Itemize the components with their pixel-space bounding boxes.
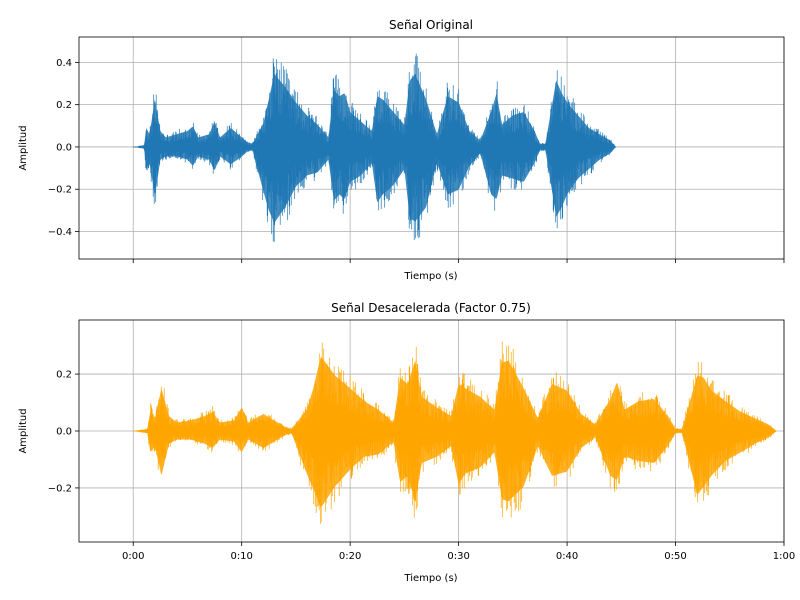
subplot-title: Señal Original — [389, 18, 473, 32]
x-axis-label: Tiempo (s) — [403, 271, 457, 282]
y-tick-label: −0.2 — [48, 185, 72, 196]
waveform — [133, 53, 617, 242]
y-tick-label: −0.2 — [48, 483, 72, 494]
subplot-title: Señal Desacelerada (Factor 0.75) — [331, 301, 531, 315]
y-axis-label: Amplitud — [18, 408, 29, 453]
y-tick-label: 0.4 — [56, 58, 72, 69]
waveform — [133, 341, 777, 524]
plot-frame — [78, 319, 785, 543]
y-tick-label: 0.0 — [56, 427, 72, 438]
y-tick-label: 0.2 — [56, 370, 72, 381]
subplot-slowed: Señal Desacelerada (Factor 0.75) Tiempo … — [18, 301, 795, 584]
x-tick-label: 0:00 — [122, 551, 144, 562]
x-tick-label: 0:30 — [447, 551, 469, 562]
waveform-spikes — [133, 53, 617, 242]
y-tick-label: −0.4 — [48, 227, 72, 238]
x-tick-label: 1:00 — [773, 551, 795, 562]
x-tick-label: 0:10 — [230, 551, 252, 562]
subplot-original: Señal Original Tiempo (s) Amplitud −0.4−… — [18, 18, 785, 282]
axis-ticks: 0:00 0:10 0:20 0:30 0:40 0:50 1:00 −0.2 0.0 0.2 — [48, 370, 796, 562]
grid — [79, 37, 785, 259]
x-axis-label: Tiempo (s) — [403, 573, 457, 584]
x-tick-label: 0:50 — [664, 551, 686, 562]
y-axis-label: Amplitud — [18, 125, 29, 170]
axis-ticks: −0.4 −0.2 0.0 0.2 0.4 — [48, 58, 785, 263]
y-tick-label: 0.2 — [56, 100, 72, 111]
y-tick-label: 0.0 — [56, 142, 72, 153]
x-tick-label: 0:40 — [556, 551, 578, 562]
plot-frame — [78, 36, 785, 260]
x-tick-label: 0:20 — [339, 551, 361, 562]
